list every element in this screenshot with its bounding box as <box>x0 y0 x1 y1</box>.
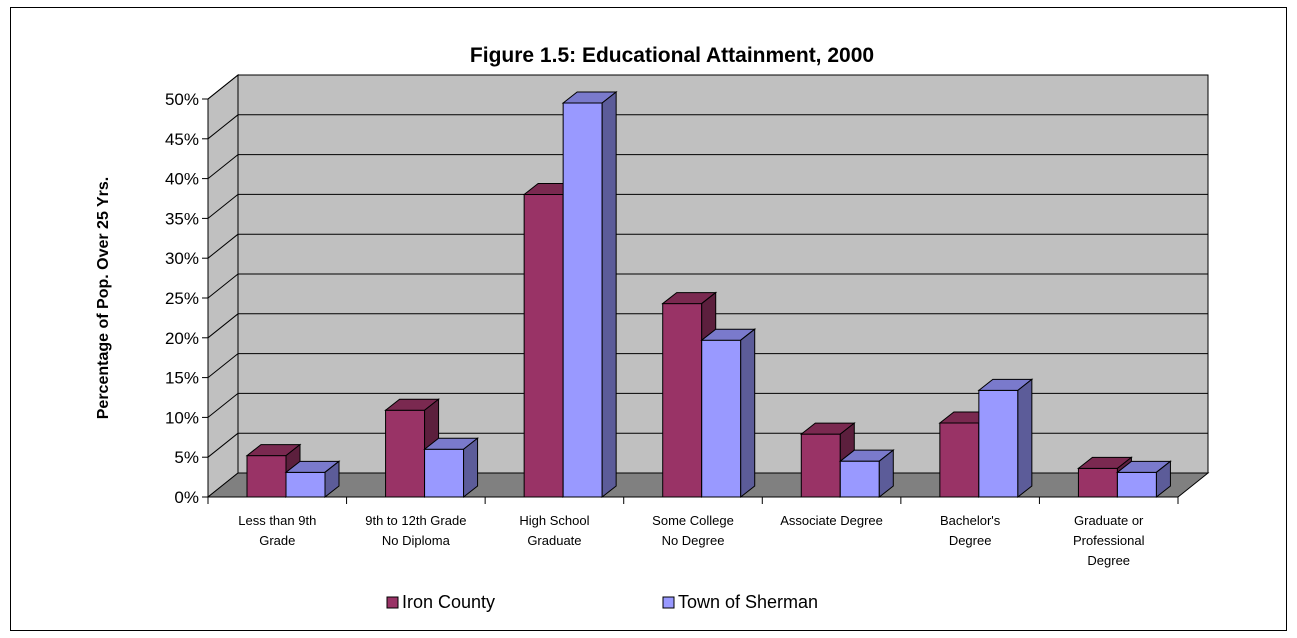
bar-side <box>601 90 617 499</box>
bar-side <box>1017 378 1033 499</box>
bar-side <box>1155 460 1171 499</box>
x-tick-label-line: Associate Degree <box>780 513 883 528</box>
bar-side <box>463 437 479 499</box>
y-tick-label: 35% <box>165 209 199 228</box>
bar <box>977 378 1034 499</box>
bar-front <box>285 471 326 498</box>
gridline-side <box>207 393 239 418</box>
legend-label: Iron County <box>402 592 495 612</box>
x-tick-label: Some College No Degree <box>652 513 734 548</box>
bar <box>838 449 895 499</box>
y-tick-label: 25% <box>165 289 199 308</box>
bar-side <box>878 449 894 499</box>
y-tick-label: 50% <box>165 90 199 109</box>
x-tick-label-line: Some College <box>652 513 734 528</box>
bar <box>1115 460 1172 499</box>
x-tick-label-line: No Degree <box>662 533 725 548</box>
bar-front <box>562 102 603 498</box>
y-tick-label: 45% <box>165 130 199 149</box>
legend-swatch <box>662 596 675 609</box>
x-tick-label: 9th to 12th Grade No Diploma <box>365 513 466 548</box>
y-tick-label: 0% <box>174 488 199 507</box>
y-tick-label: 15% <box>165 369 199 388</box>
bar-front <box>385 409 426 498</box>
x-tick-label-line: High School <box>519 513 589 528</box>
gridline-side <box>207 313 239 339</box>
y-tick-label: 20% <box>165 329 199 348</box>
x-tick-label-line: 9th to 12th Grade <box>365 513 466 528</box>
y-tick-label: 5% <box>174 448 199 467</box>
y-tick-label: 10% <box>165 408 199 427</box>
x-tick-label-line: Graduate <box>527 533 581 548</box>
y-tick-label: 30% <box>165 249 199 268</box>
bar-front <box>939 422 980 498</box>
x-tick-label: Graduate or Professional Degree <box>1073 513 1145 568</box>
bar <box>561 90 618 499</box>
bar-front <box>978 389 1019 498</box>
gridline-side <box>207 432 239 458</box>
x-tick-label: Less than 9th Grade <box>238 513 316 548</box>
x-tick-label-line: Graduate or <box>1074 513 1144 528</box>
x-tick-label: Bachelor's Degree <box>940 513 1001 548</box>
bar <box>284 460 341 499</box>
gridline-side <box>207 154 239 179</box>
y-tick-label: 40% <box>165 170 199 189</box>
bar-front <box>424 448 465 498</box>
gridline-side <box>207 74 239 100</box>
gridline-side <box>207 353 239 378</box>
x-tick-label-line: No Diploma <box>382 533 451 548</box>
bar <box>700 328 757 499</box>
bar <box>423 437 480 499</box>
bars <box>245 90 1172 499</box>
gridline-side <box>207 194 239 219</box>
x-tick-label: Associate Degree <box>780 513 883 528</box>
x-tick-label-line: Bachelor's <box>940 513 1001 528</box>
gridline-side <box>207 233 239 259</box>
legend-swatch <box>386 596 399 609</box>
bar-front <box>839 460 880 498</box>
bar-front <box>662 303 703 498</box>
bar-front <box>1116 471 1157 498</box>
bar-side <box>324 460 340 499</box>
chart-title: Figure 1.5: Educational Attainment, 2000 <box>470 44 874 67</box>
y-axis-label: Percentage of Pop. Over 25 Yrs. <box>95 177 112 419</box>
x-tick-label-line: Less than 9th <box>238 513 316 528</box>
legend-label: Town of Sherman <box>678 592 818 612</box>
bar-front <box>523 194 564 498</box>
x-tick-label-line: Grade <box>259 533 295 548</box>
axes: 0% 5% 10% 15% 20% 25% 30% 35% 40% 45% 50% Less than… <box>165 90 1179 568</box>
x-tick-label-line: Professional <box>1073 533 1145 548</box>
x-tick-label-line: Degree <box>949 533 992 548</box>
bar-front <box>1077 467 1118 498</box>
legend: Iron County Town of Sherman <box>386 592 818 612</box>
x-tick-label: High School Graduate <box>519 513 589 548</box>
bar-side <box>740 328 756 499</box>
x-tick-label-line: Degree <box>1087 553 1130 568</box>
bar-front <box>246 455 287 498</box>
gridline-side <box>207 273 239 299</box>
bar-front <box>701 339 742 498</box>
bar-front <box>800 433 841 498</box>
gridline-side <box>207 114 239 140</box>
